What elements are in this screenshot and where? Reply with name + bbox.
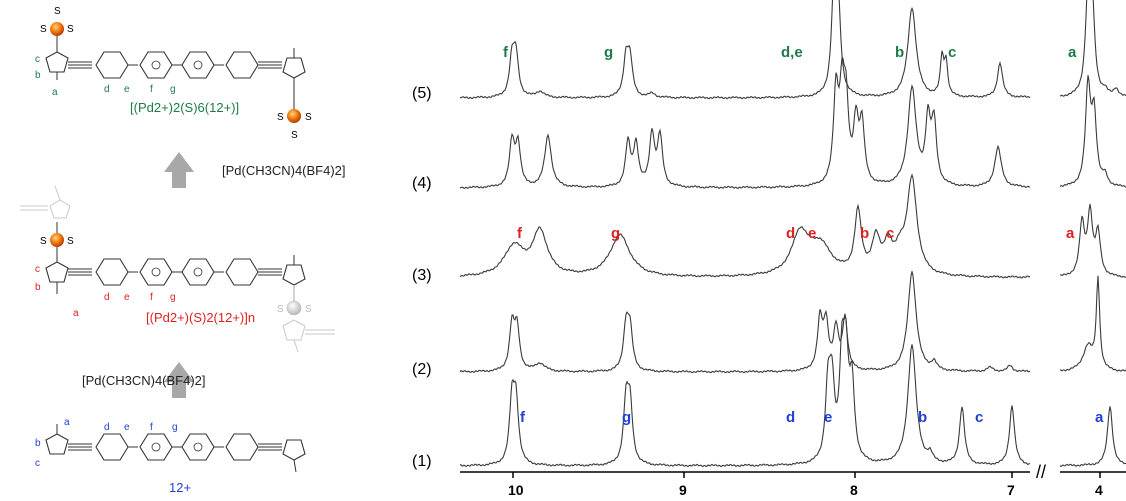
- peak-label: d,e: [781, 44, 803, 61]
- atom-label: g: [170, 292, 176, 303]
- atom-label: d: [104, 292, 110, 303]
- ligand-structure: a b c d e f g 12+: [35, 417, 306, 495]
- reaction-scheme: S S S c b a: [20, 6, 346, 495]
- peak-label: a: [1066, 225, 1075, 242]
- atom-label: c: [35, 458, 40, 469]
- pd-atom-ghost-icon: [286, 300, 302, 316]
- spectrum-trace: [459, 271, 1031, 374]
- peak-label: d: [786, 225, 795, 242]
- spectrum-trace: [1059, 203, 1126, 279]
- nmr-spectra: (5) (4) (3) (2) (1) // 10 9 8 7 4 f g d,e b …: [412, 0, 1126, 498]
- peak-label: b: [860, 225, 869, 242]
- trace-label: (3): [412, 267, 432, 284]
- reagent-label-upper: [Pd(CH3CN)4(BF4)2]: [222, 163, 346, 178]
- peak-label: f: [503, 44, 509, 61]
- pd-atom-icon: [287, 109, 301, 123]
- svg-text:S: S: [305, 112, 312, 123]
- x-tick-label: 4: [1095, 482, 1103, 498]
- spectrum-trace: [1059, 406, 1126, 468]
- atom-label: a: [73, 308, 79, 319]
- reaction-arrow-icon: [164, 152, 194, 188]
- svg-text:S: S: [40, 236, 47, 247]
- peak-label: g: [622, 409, 631, 426]
- atom-label: d: [104, 84, 110, 95]
- atom-label: b: [35, 70, 41, 81]
- atom-label: a: [52, 87, 58, 98]
- peak-label: c: [975, 409, 983, 426]
- spectrum-trace: [459, 173, 1031, 279]
- spectrum-trace: [459, 56, 1031, 190]
- complex-top-structure: S S S c b a: [35, 6, 312, 141]
- reagent-label-lower: [Pd(CH3CN)4(BF4)2]: [82, 373, 206, 388]
- svg-text:S: S: [54, 6, 61, 17]
- atom-label: c: [35, 54, 40, 65]
- axis-break-icon: //: [1036, 462, 1046, 482]
- atom-label: e: [124, 422, 130, 433]
- peak-label: f: [517, 225, 523, 242]
- svg-text:S: S: [305, 304, 312, 315]
- x-tick-label: 7: [1007, 482, 1015, 498]
- trace-label: (5): [412, 85, 432, 102]
- peak-label: e: [824, 409, 832, 426]
- spectrum-trace: [459, 0, 1031, 100]
- atom-label: d: [104, 422, 110, 433]
- complex-middle-label: [(Pd2+)(S)2(12+)]n: [146, 310, 255, 325]
- complex-top-label: [(Pd2+)2(S)6(12+)]: [130, 100, 239, 115]
- pd-atom-icon: [50, 233, 64, 247]
- svg-text:S: S: [277, 112, 284, 123]
- peak-label: b: [918, 409, 927, 426]
- ligand-label: 12+: [169, 480, 191, 495]
- trace-label: (1): [412, 453, 432, 470]
- peak-label: a: [1068, 44, 1077, 61]
- atom-label: b: [35, 438, 41, 449]
- svg-text:S: S: [291, 130, 298, 141]
- atom-label: e: [124, 84, 130, 95]
- peak-label: d: [786, 409, 795, 426]
- atom-label: b: [35, 282, 41, 293]
- trace-label: (4): [412, 175, 432, 192]
- reaction-arrow-icon: [164, 362, 194, 398]
- svg-text:S: S: [277, 304, 284, 315]
- spectrum-trace: [1059, 75, 1126, 188]
- peak-label: c: [948, 44, 956, 61]
- atom-label: f: [150, 292, 153, 303]
- spectrum-trace: [1059, 0, 1126, 97]
- complex-middle-structure: S S c b a S: [20, 185, 335, 353]
- peak-label: c: [886, 225, 894, 242]
- atom-label: g: [170, 84, 176, 95]
- pd-atom-icon: [50, 22, 64, 36]
- trace-label: (2): [412, 361, 432, 378]
- peak-label: b: [895, 44, 904, 61]
- spectrum-trace: [460, 314, 1031, 468]
- x-tick-label: 10: [508, 482, 524, 498]
- svg-text:S: S: [67, 24, 74, 35]
- atom-label: f: [150, 422, 153, 433]
- peak-label: e: [808, 225, 816, 242]
- svg-text:S: S: [40, 24, 47, 35]
- atom-label: e: [124, 292, 130, 303]
- svg-text:S: S: [67, 236, 74, 247]
- atom-label: g: [172, 422, 178, 433]
- peak-label: g: [611, 225, 620, 242]
- x-tick-label: 8: [850, 482, 858, 498]
- atom-label: a: [64, 417, 70, 428]
- peak-label: g: [604, 44, 613, 61]
- atom-label: f: [150, 84, 153, 95]
- peak-label: a: [1095, 409, 1104, 426]
- spectrum-trace: [1059, 275, 1126, 372]
- x-tick-label: 9: [679, 482, 687, 498]
- atom-label: c: [35, 264, 40, 275]
- peak-label: f: [520, 409, 526, 426]
